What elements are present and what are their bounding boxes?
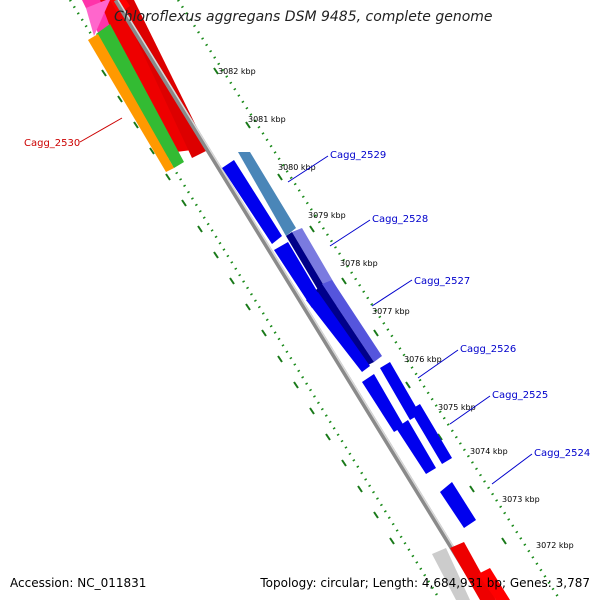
gene-label-cagg-2525: Cagg_2525 xyxy=(492,390,548,401)
forward-genes-bottom xyxy=(432,542,510,600)
accession-label: Accession: NC_011831 xyxy=(10,576,147,590)
kbp-label-9: 3073 kbp xyxy=(502,495,540,504)
gene-label-cagg-2528: Cagg_2528 xyxy=(372,214,428,225)
kbp-label-8: 3074 kbp xyxy=(470,447,508,456)
tick-marks xyxy=(101,67,507,545)
gene-labels: Cagg_2530 Cagg_2529 Cagg_2528 Cagg_2527 … xyxy=(24,138,590,459)
gene-label-cagg-2529: Cagg_2529 xyxy=(330,150,386,161)
kbp-label-7: 3075 kbp xyxy=(438,403,476,412)
forward-genes-top xyxy=(82,0,208,172)
leader-lines xyxy=(79,117,533,485)
kbp-label-6: 3076 kbp xyxy=(404,355,442,364)
map-title: Chloroflexus aggregans DSM 9485, complet… xyxy=(114,9,493,25)
kbp-label-2: 3080 kbp xyxy=(278,163,316,172)
reverse-genes xyxy=(222,152,476,528)
kbp-label-3: 3079 kbp xyxy=(308,211,346,220)
guide-line-right xyxy=(176,0,562,600)
genome-summary: Topology: circular; Length: 4,684,931 bp… xyxy=(260,576,590,590)
genome-backbone xyxy=(113,0,487,600)
gene-label-cagg-2526: Cagg_2526 xyxy=(460,344,516,355)
kbp-labels: 3082 kbp 3081 kbp 3080 kbp 3079 kbp 3078… xyxy=(218,67,574,550)
kbp-label-0: 3082 kbp xyxy=(218,67,256,76)
gene-label-cagg-2527: Cagg_2527 xyxy=(414,276,470,287)
kbp-label-1: 3081 kbp xyxy=(248,115,286,124)
kbp-label-10: 3072 kbp xyxy=(536,541,574,550)
gene-label-cagg-2524: Cagg_2524 xyxy=(534,448,590,459)
kbp-label-4: 3078 kbp xyxy=(340,259,378,268)
kbp-label-5: 3077 kbp xyxy=(372,307,410,316)
genome-backbone-highlight xyxy=(117,0,487,600)
gene-label-cagg-2530: Cagg_2530 xyxy=(24,138,80,149)
